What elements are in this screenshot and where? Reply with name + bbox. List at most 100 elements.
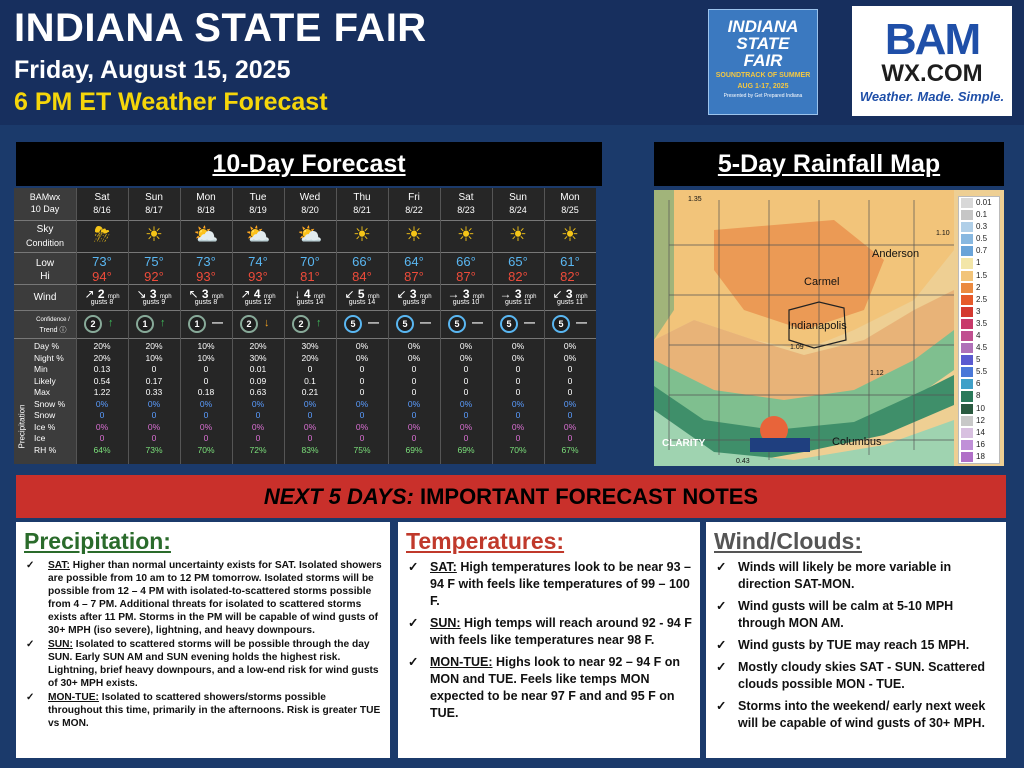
precip-value: 0	[411, 364, 417, 374]
note-item: SAT: High temperatures look to be near 9…	[406, 559, 692, 610]
note-label: SAT:	[430, 560, 457, 574]
precip-value: 0	[411, 433, 417, 443]
legend-swatch	[961, 391, 973, 402]
precip-values: 10% 10% 0 0 0.18 0% 0 0% 0 70%	[180, 341, 232, 456]
confidence-ring: 5	[396, 315, 414, 333]
rainfall-map-graphic	[654, 190, 1004, 466]
page-subtitle: 6 PM ET Weather Forecast	[14, 88, 328, 116]
note-item: Storms into the weekend/ early next week…	[714, 698, 998, 732]
precip-value: 0%	[407, 352, 421, 363]
rainfall-map-title: 5-Day Rainfall Map	[654, 142, 1004, 186]
legend-swatch	[961, 258, 973, 269]
wind-gusts: gusts 8	[194, 299, 218, 306]
partly-cloudy-icon: ⛅	[297, 224, 323, 246]
day-name: Sat	[458, 192, 474, 203]
precip-value: 1.22	[93, 387, 111, 397]
precip-value: 0	[567, 410, 573, 420]
precip-values: 20% 30% 0.01 0.09 0.63 0% 0 0% 0 72%	[232, 341, 284, 456]
legend-swatch	[961, 403, 973, 414]
low-temp: 66°	[456, 254, 476, 269]
legend-entry: 4	[959, 330, 999, 342]
precip-value: 0%	[251, 421, 265, 432]
note-text: Higher than normal uncertainty exists fo…	[48, 560, 382, 636]
trend-arrow-icon: —	[576, 317, 587, 329]
precip-value: 0.01	[249, 364, 267, 374]
confidence-ring: 5	[448, 315, 466, 333]
sunny-icon: ☀	[145, 224, 163, 246]
precip-value: 0	[567, 364, 573, 374]
trend-arrow-icon: ↑	[316, 317, 322, 329]
legend-entry: 8	[959, 390, 999, 402]
low-temp: 70°	[300, 254, 320, 269]
precip-value: 0%	[563, 421, 577, 432]
wind-gusts: gusts 14	[348, 299, 376, 306]
precip-value: 0%	[459, 341, 473, 351]
sunny-icon: ☀	[353, 224, 371, 246]
precip-value: 0%	[563, 398, 577, 409]
precip-value: 0	[359, 433, 365, 443]
wind-clouds-list: Winds will likely be more variable in di…	[714, 559, 998, 732]
legend-entry: 4.5	[959, 342, 999, 354]
precip-value: 0%	[511, 421, 525, 432]
precip-row-label: Day %	[34, 341, 60, 351]
precip-value: 0%	[459, 352, 473, 363]
precip-row-label: Snow %	[34, 398, 66, 409]
low-temp: 65°	[508, 254, 528, 269]
sunny-icon: ☀	[561, 224, 579, 246]
legend-entry: 16	[959, 439, 999, 451]
precip-value: 20%	[249, 341, 267, 351]
precip-value: 0	[151, 364, 157, 374]
precip-value: 0%	[199, 398, 213, 409]
legend-entry: 1	[959, 257, 999, 269]
legend-label: 14	[976, 427, 985, 437]
precip-value: 0	[411, 375, 417, 386]
legend-label: 1.5	[976, 270, 988, 280]
precip-value: 0.13	[93, 364, 111, 374]
confidence-ring: 2	[292, 315, 310, 333]
precip-value: 0%	[407, 421, 421, 432]
sunny-icon: ☀	[509, 224, 527, 246]
wind-gusts: gusts 10	[452, 299, 480, 306]
precip-row-label: Snow	[34, 410, 56, 420]
legend-swatch	[961, 282, 973, 293]
precip-value: 0	[359, 410, 365, 420]
wind-clouds-notes: Wind/Clouds: Winds will likely be more v…	[706, 522, 1006, 758]
confidence-ring: 1	[188, 315, 206, 333]
note-text: Isolated to scattered showers/storms pos…	[48, 692, 381, 729]
precip-value: 0%	[511, 398, 525, 409]
precip-value: 0	[359, 387, 365, 397]
precip-value: 72%	[249, 444, 267, 455]
precip-value: 20%	[93, 341, 111, 351]
thunderstorm-icon: ⛈	[94, 224, 110, 246]
high-temp: 82°	[560, 269, 580, 284]
low-temp: 73°	[196, 254, 216, 269]
precip-value: 0.17	[145, 375, 163, 386]
trend-arrow-icon: ↓	[264, 317, 270, 329]
precip-value: 0%	[303, 421, 317, 432]
legend-entry: 0.1	[959, 209, 999, 221]
note-label: SUN:	[430, 616, 461, 630]
legend-swatch	[961, 210, 973, 221]
precip-value: 0	[567, 375, 573, 386]
rainfall-legend: 0.01 0.1 0.3 0.5 0.7 1 1.5 2 2.5 3 3.5 4 4.5 5 5.5 6 8 10…	[958, 196, 1000, 464]
precip-value: 0%	[511, 341, 525, 351]
legend-swatch	[961, 294, 973, 305]
precip-values: 0% 0% 0 0 0 0% 0 0% 0 67%	[544, 341, 596, 456]
precip-value: 0	[463, 433, 469, 443]
legend-label: 1	[976, 258, 981, 268]
confidence-ring: 5	[552, 315, 570, 333]
precip-value: 69%	[457, 444, 475, 455]
note-label: MON-TUE:	[48, 692, 99, 703]
note-item: Wind gusts will be calm at 5-10 MPH thro…	[714, 598, 998, 632]
legend-entry: 2	[959, 282, 999, 294]
wind-speed: ↗ 2 mph	[84, 287, 120, 301]
legend-label: 0.1	[976, 210, 988, 220]
high-temp: 81°	[300, 269, 320, 284]
notes-banner: NEXT 5 DAYS: IMPORTANT FORECAST NOTES	[16, 475, 1006, 518]
precip-value: 0%	[563, 352, 577, 363]
wind-speed: → 3 mph	[499, 287, 537, 301]
precip-values: 0% 0% 0 0 0 0% 0 0% 0 70%	[492, 341, 544, 456]
precip-value: 0	[515, 410, 521, 420]
precip-value: 0	[255, 433, 261, 443]
rainfall-map: Carmel Anderson Indianapolis Columbus 1.…	[654, 190, 1004, 466]
